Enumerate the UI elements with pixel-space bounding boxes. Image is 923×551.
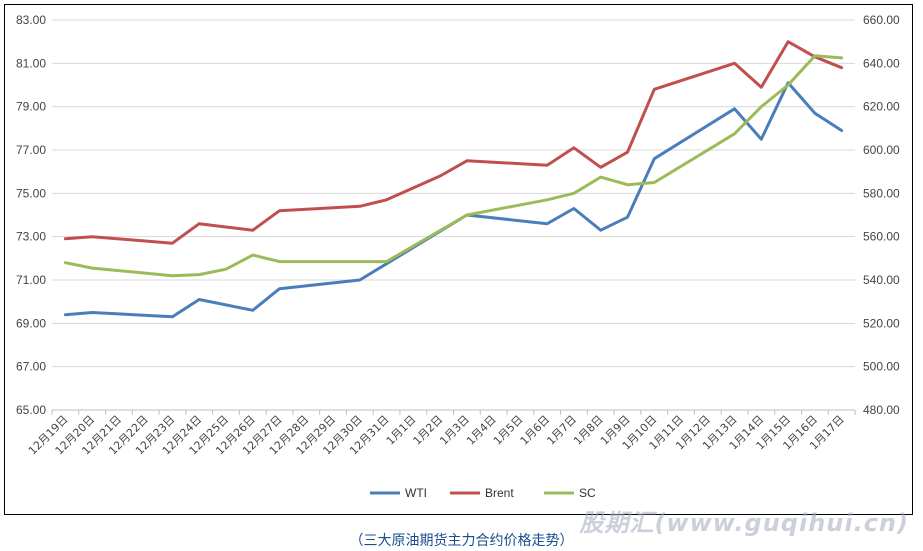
legend-label-sc: SC <box>579 486 596 500</box>
price-line-chart: 65.00 67.00 69.00 71.00 73.00 75.00 77.00 79.00… <box>16 13 900 500</box>
left-axis-tick-label: 67.00 <box>16 360 46 374</box>
left-axis-tick-label: 81.00 <box>16 56 46 70</box>
left-axis-tick-label: 75.00 <box>16 186 46 200</box>
right-axis-tick-label: 540.00 <box>863 273 900 287</box>
right-axis-tick-label: 560.00 <box>863 230 900 244</box>
right-axis-tick-label: 480.00 <box>863 403 900 417</box>
series-line-sc <box>63 54 844 278</box>
left-axis-tick-label: 79.00 <box>16 100 46 114</box>
right-axis-tick-label: 640.00 <box>863 56 900 70</box>
chart-caption: （三大原油期货主力合约价格走势） <box>349 533 574 549</box>
left-axis-tick-label: 77.00 <box>16 143 46 157</box>
left-axis-tick-label: 65.00 <box>16 403 46 417</box>
right-axis-tick-label: 620.00 <box>863 100 900 114</box>
right-axis-tick-label: 500.00 <box>863 360 900 374</box>
right-axis-tick-label: 520.00 <box>863 316 900 330</box>
legend-label-wti: WTI <box>405 486 427 500</box>
left-axis-tick-label: 73.00 <box>16 230 46 244</box>
left-axis-tick-label: 71.00 <box>16 273 46 287</box>
right-axis-tick-label: 660.00 <box>863 13 900 27</box>
right-axis-tick-label: 580.00 <box>863 186 900 200</box>
right-axis-tick-label: 600.00 <box>863 143 900 157</box>
left-axis-tick-label: 83.00 <box>16 13 46 27</box>
watermark: 股期汇(www.guqihui.cn) <box>579 509 909 537</box>
series-line-brent <box>63 40 844 245</box>
series-line-wti <box>63 81 844 319</box>
left-axis-tick-label: 69.00 <box>16 316 46 330</box>
legend-label-brent: Brent <box>485 486 514 500</box>
chart-frame <box>4 4 913 515</box>
